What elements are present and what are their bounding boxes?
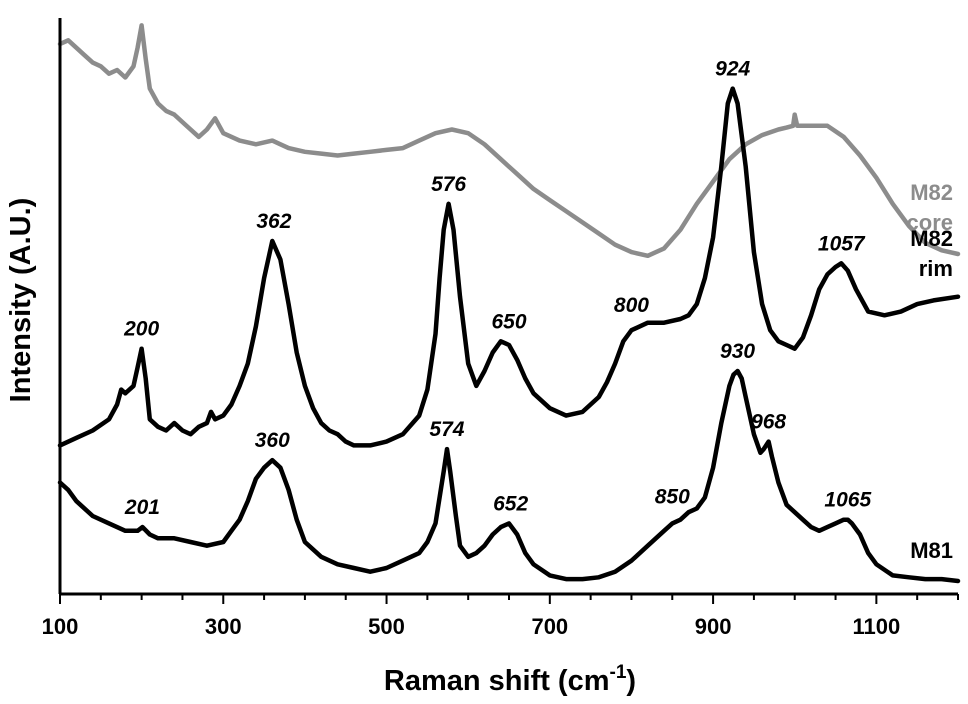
series-line-m82-rim: [57, 86, 961, 448]
peak-label-1057: 1057: [818, 232, 866, 255]
peak-label-574: 574: [429, 418, 464, 441]
peak-label-930: 930: [720, 340, 755, 363]
x-tick-label-100: 100: [42, 614, 79, 639]
peak-labels: 924 576 362 200 650 800 1057 930 360 574 201 652 850…: [123, 58, 871, 520]
x-tick-label-300: 300: [205, 614, 242, 639]
peak-label-576: 576: [431, 173, 466, 196]
x-axis-title-close: ): [626, 665, 636, 697]
peak-label-200: 200: [123, 318, 159, 341]
y-axis-title: Intensity (A.U.): [5, 198, 37, 403]
series-lines: [57, 23, 961, 584]
peak-label-360: 360: [255, 429, 290, 452]
x-axis-title-superscript: -1: [610, 662, 627, 683]
x-tick-label-1100: 1100: [852, 614, 900, 639]
series-label-m82-rim-line-1: M82: [910, 226, 953, 251]
x-ticks: [59, 594, 959, 604]
peak-label-850: 850: [655, 486, 690, 509]
x-tick-label-700: 700: [531, 614, 568, 639]
peak-label-924: 924: [715, 58, 750, 81]
peak-label-968: 968: [751, 411, 786, 434]
series-label-m82-core-line-1: M82: [910, 180, 953, 205]
x-tick-label-900: 900: [695, 614, 732, 639]
series-label-m82-core-line-2: core: [907, 210, 953, 235]
x-tick-label-500: 500: [368, 614, 405, 639]
series-line-m82-core: [57, 23, 961, 259]
peak-label-1065: 1065: [824, 489, 871, 512]
peak-label-650: 650: [491, 310, 526, 333]
series-label-m81-line-1: M81: [910, 538, 953, 563]
peak-label-800: 800: [614, 294, 649, 317]
x-axis-title: Raman shift (cm-1): [384, 662, 636, 697]
peak-label-362: 362: [256, 210, 291, 233]
peak-label-201: 201: [124, 496, 160, 519]
series-label-m82-rim-line-2: rim: [919, 256, 953, 281]
x-tick-labels: 100 300 500 700 900 1100: [42, 614, 901, 639]
peak-label-652: 652: [493, 492, 528, 515]
series-line-m81: [57, 368, 961, 584]
